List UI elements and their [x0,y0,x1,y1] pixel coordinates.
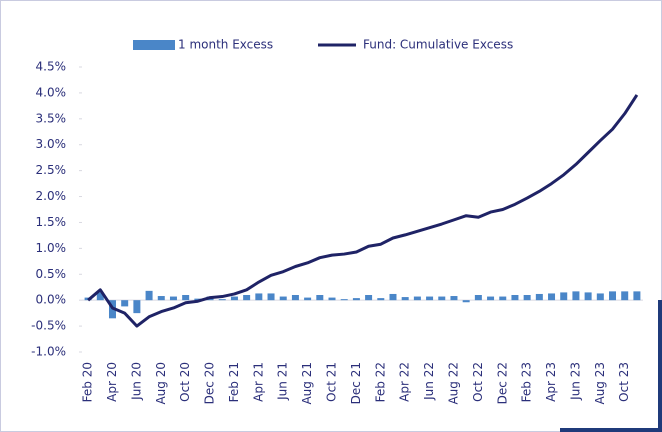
bar [572,291,580,301]
y-tick-label: -1.0% [31,345,66,359]
y-tick-label: 4.5% [36,60,67,74]
x-tick-label: Aug 23 [593,362,607,405]
x-tick-label: Apr 21 [251,362,265,402]
x-tick-label: Apr 20 [105,362,119,402]
x-tick-label: Jun 20 [129,362,143,401]
bar [121,300,129,307]
x-tick-label: Feb 22 [373,362,387,402]
x-tick-label: Feb 21 [227,362,241,402]
bar [304,297,312,301]
x-tick-label: Oct 23 [617,362,631,402]
bar [548,293,556,301]
x-tick-label: Oct 22 [471,362,485,402]
x-tick-label: Aug 20 [154,362,168,405]
bar [96,292,104,301]
y-tick-label: 3.5% [36,111,67,125]
bar [230,296,238,301]
bar [133,300,141,314]
x-tick-label: Jun 21 [276,362,290,401]
bar [316,295,324,301]
bar [389,293,397,301]
legend-label: Fund: Cumulative Excess [363,38,513,52]
bar [169,296,177,301]
y-tick-label: 3.0% [36,137,67,151]
x-tick-label: Dec 22 [495,362,509,404]
bar [523,295,531,301]
bar [474,295,482,301]
bar [450,296,458,301]
x-tick-label: Oct 20 [178,362,192,402]
y-tick-label: 2.0% [36,189,67,203]
bar [145,290,153,301]
y-tick-label: 0.5% [36,267,67,281]
bar [413,296,421,301]
bar [584,292,592,301]
bar [633,291,641,301]
y-tick-label: 1.0% [36,241,67,255]
line [87,94,639,328]
bar [243,295,251,301]
x-tick-label: Jun 23 [568,362,582,401]
bar [426,296,434,301]
x-tick-label: Feb 23 [520,362,534,402]
x-tick-label: Dec 20 [203,362,217,404]
x-tick-label: Apr 23 [544,362,558,402]
bar [535,293,543,301]
bar [218,299,226,301]
y-tick-label: 0.0% [36,293,67,307]
bar [609,291,617,301]
legend-label: 1 month Excess [178,38,273,52]
bar [267,293,275,301]
bar [621,291,629,301]
x-tick-label: Oct 21 [325,362,339,402]
bar [499,296,507,301]
bar [194,298,202,301]
x-tick-label: Aug 21 [300,362,314,405]
x-tick-label: Aug 22 [446,362,460,405]
bar [462,300,470,303]
bar [487,296,495,301]
bar [352,298,360,301]
y-tick-label: 4.0% [36,85,67,99]
y-tick-label: -0.5% [31,319,66,333]
bar [255,293,263,301]
x-tick-label: Apr 22 [398,362,412,402]
bar [438,296,446,301]
x-tick-label: Dec 21 [349,362,363,404]
bar [401,297,409,301]
bar [596,293,604,301]
x-tick-label: Jun 22 [422,362,436,401]
bar [511,295,519,301]
bar [182,295,190,301]
bar [157,296,165,301]
bar [279,296,287,301]
legend-swatch [133,40,175,50]
bar [560,292,568,301]
y-tick-label: 1.5% [36,215,67,229]
x-tick-label: Feb 20 [81,362,95,402]
y-tick-label: 2.5% [36,163,67,177]
bar [365,295,373,301]
bar [291,295,299,301]
bar [340,299,348,301]
bar [377,298,385,301]
bar [328,297,336,301]
